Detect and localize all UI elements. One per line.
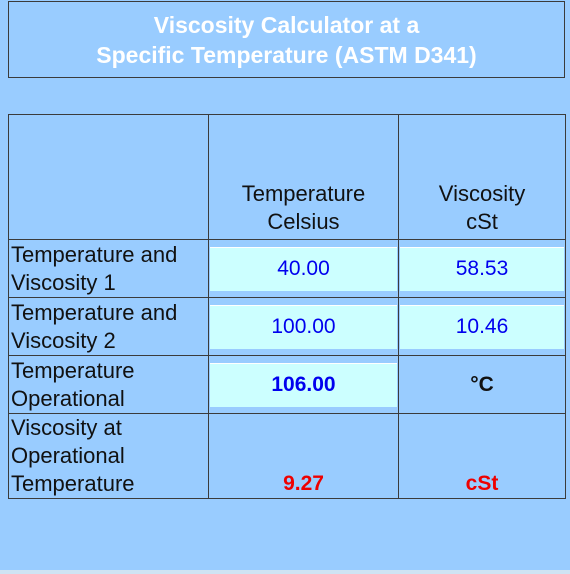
- viscosity-table: Temperature Celsius Viscosity cSt Temper…: [8, 114, 566, 499]
- result-unit: cSt: [398, 413, 566, 499]
- table-row: Temperature and Viscosity 1 40.00 58.53: [8, 239, 566, 298]
- row-label: Temperature and Viscosity 2: [8, 297, 209, 356]
- temperature-2-value: 100.00: [271, 315, 336, 338]
- header-row: Temperature Celsius Viscosity cSt: [8, 114, 566, 240]
- title-line-1: Viscosity Calculator at a: [153, 11, 420, 38]
- operational-temperature-input[interactable]: 106.00: [210, 362, 397, 407]
- table-row: Viscosity at Operational Temperature 9.2…: [8, 413, 566, 499]
- viscosity-1-value: 58.53: [455, 257, 509, 280]
- viscosity-2-cell: 10.46: [398, 297, 566, 356]
- temperature-header-text: Temperature Celsius: [241, 181, 366, 234]
- temperature-1-cell: 40.00: [208, 239, 399, 298]
- viscosity-column-header: Viscosity cSt: [398, 114, 566, 240]
- title-line-2: Specific Temperature (ASTM D341): [96, 41, 477, 68]
- result-viscosity-value: 9.27: [208, 413, 399, 499]
- viscosity-2-value: 10.46: [455, 315, 509, 338]
- row-label: Viscosity at Operational Temperature: [8, 413, 209, 499]
- temperature-1-input[interactable]: 40.00: [210, 246, 397, 291]
- viscosity-header-text: Viscosity cSt: [438, 181, 526, 234]
- operational-temperature-cell: 106.00: [208, 355, 399, 414]
- corner-cell: [8, 114, 209, 240]
- temperature-2-cell: 100.00: [208, 297, 399, 356]
- row-label: Temperature Operational: [8, 355, 209, 414]
- celsius-unit: °C: [398, 355, 566, 414]
- calculator-title: Viscosity Calculator at a Specific Tempe…: [8, 1, 565, 78]
- viscosity-2-input[interactable]: 10.46: [400, 304, 564, 349]
- operational-temperature-value: 106.00: [271, 373, 336, 396]
- temperature-2-input[interactable]: 100.00: [210, 304, 397, 349]
- row-label: Temperature and Viscosity 1: [8, 239, 209, 298]
- viscosity-1-input[interactable]: 58.53: [400, 246, 564, 291]
- table-row: Temperature and Viscosity 2 100.00 10.46: [8, 297, 566, 356]
- table-row: Temperature Operational 106.00 °C: [8, 355, 566, 414]
- temperature-column-header: Temperature Celsius: [208, 114, 399, 240]
- temperature-1-value: 40.00: [277, 257, 330, 280]
- footer-bar: [0, 570, 570, 574]
- viscosity-1-cell: 58.53: [398, 239, 566, 298]
